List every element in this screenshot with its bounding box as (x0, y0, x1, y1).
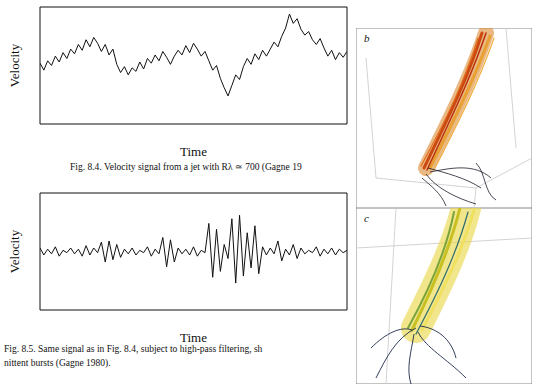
svg-text:b: b (364, 32, 370, 44)
svg-text:Time: Time (180, 144, 207, 159)
svg-text:Velocity: Velocity (7, 229, 22, 273)
svg-text:c: c (364, 212, 369, 224)
svg-text:Time: Time (180, 330, 207, 345)
svg-text:Velocity: Velocity (7, 43, 22, 87)
html-text:nittent bursts (Gagne 1980).: nittent bursts (Gagne 1980). (4, 358, 111, 368)
html-text:Fig. 8.4. Velocity signal from: Fig. 8.4. Velocity signal from a jet wit… (70, 162, 302, 172)
html-text:Fig. 8.5. Same signal as in Fi: Fig. 8.5. Same signal as in Fig. 8.4, su… (4, 344, 263, 354)
